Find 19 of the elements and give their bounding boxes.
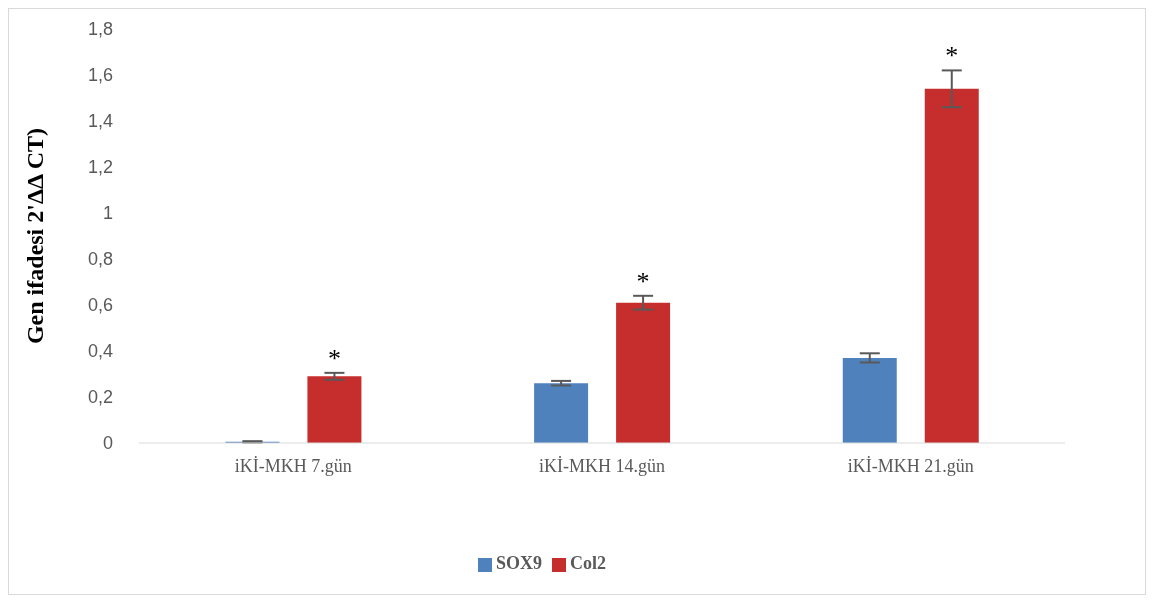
y-tick-label: 1: [102, 203, 113, 224]
legend-label: Col2: [570, 553, 606, 573]
y-tick-label: 0,6: [87, 295, 113, 316]
legend-label: SOX9: [495, 553, 542, 573]
x-tick-label: iKİ-MKH 21.gün: [847, 455, 974, 476]
y-tick-label: 0,4: [87, 341, 113, 362]
y-tick-label: 0,8: [87, 249, 113, 270]
data-label: *: [945, 41, 959, 71]
data-label: *: [636, 266, 650, 296]
y-tick-label: 0: [102, 433, 113, 454]
y-axis-title: Gen ifadesi 2'ΔΔ CT): [21, 127, 48, 345]
y-tick-label: 1,4: [87, 111, 113, 132]
y-tick-label: 1,8: [87, 19, 113, 40]
x-tick-label: iKİ-MKH 7.gün: [234, 455, 352, 476]
x-tick-label: iKİ-MKH 14.gün: [539, 455, 665, 476]
y-tick-label: 1,2: [87, 157, 113, 178]
data-label: *: [327, 343, 341, 373]
y-tick-label: 0,2: [87, 387, 113, 408]
y-tick-label: 1,6: [87, 65, 113, 86]
